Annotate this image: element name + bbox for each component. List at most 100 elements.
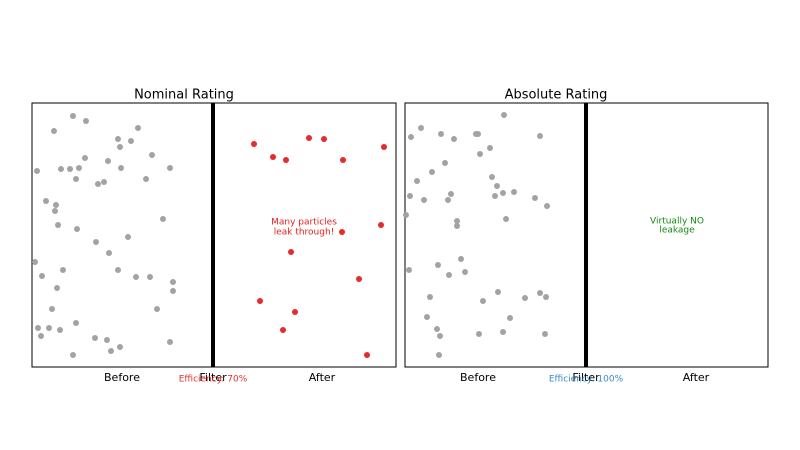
particle xyxy=(170,279,176,285)
particle xyxy=(58,166,64,172)
particle xyxy=(167,339,173,345)
particle xyxy=(446,272,452,278)
particle xyxy=(43,198,49,204)
particle xyxy=(477,151,483,157)
particle xyxy=(442,160,448,166)
particle xyxy=(500,190,506,196)
particle xyxy=(364,352,370,358)
particle xyxy=(435,262,441,268)
particle xyxy=(52,208,58,214)
particle xyxy=(257,298,263,304)
particle xyxy=(451,136,457,142)
particle xyxy=(105,158,111,164)
particle xyxy=(476,331,482,337)
particle xyxy=(408,134,414,140)
particle xyxy=(38,333,44,339)
particle xyxy=(34,168,40,174)
particle xyxy=(462,269,468,275)
particle xyxy=(73,320,79,326)
particle xyxy=(117,344,123,350)
particle xyxy=(125,234,131,240)
annotation: Virtually NO xyxy=(650,217,704,227)
particle xyxy=(283,157,289,163)
particle xyxy=(434,326,440,332)
particle xyxy=(128,138,134,144)
particle xyxy=(492,193,498,199)
particle xyxy=(55,222,61,228)
particle xyxy=(340,157,346,163)
particle xyxy=(160,216,166,222)
particle xyxy=(495,289,501,295)
axis-label: Filter xyxy=(199,371,227,384)
particle xyxy=(51,128,57,134)
particle xyxy=(251,141,257,147)
particle xyxy=(35,325,41,331)
particle xyxy=(503,216,509,222)
particle xyxy=(106,250,112,256)
particle xyxy=(104,337,110,343)
particle xyxy=(280,327,286,333)
particle xyxy=(92,335,98,341)
particle xyxy=(115,136,121,142)
particle xyxy=(544,203,550,209)
panel-title: Absolute Rating xyxy=(505,88,608,103)
particle xyxy=(381,144,387,150)
axis-label: After xyxy=(683,371,710,384)
particle xyxy=(424,314,430,320)
particle xyxy=(154,306,160,312)
particle xyxy=(147,274,153,280)
particle xyxy=(537,290,543,296)
particle xyxy=(542,331,548,337)
particle xyxy=(537,133,543,139)
particle xyxy=(292,309,298,315)
particle xyxy=(288,249,294,255)
particle xyxy=(95,181,101,187)
particle xyxy=(143,176,149,182)
particle xyxy=(480,298,486,304)
particle xyxy=(438,131,444,137)
particle xyxy=(437,333,443,339)
particle xyxy=(321,136,327,142)
particle xyxy=(170,288,176,294)
annotation: leak through! xyxy=(274,228,335,238)
particle xyxy=(543,294,549,300)
particle xyxy=(46,325,52,331)
particle xyxy=(406,267,412,273)
particle xyxy=(133,274,139,280)
panel-title: Nominal Rating xyxy=(134,88,234,103)
particle xyxy=(39,273,45,279)
particle xyxy=(57,327,63,333)
particle xyxy=(445,197,451,203)
particle xyxy=(74,226,80,232)
particle xyxy=(475,131,481,137)
particle xyxy=(108,348,114,354)
axis-label: Filter xyxy=(572,371,600,384)
particle xyxy=(83,118,89,124)
particle xyxy=(60,267,66,273)
annotation: Many particles xyxy=(271,218,337,228)
particle xyxy=(70,352,76,358)
particle xyxy=(67,166,73,172)
particle xyxy=(407,193,413,199)
particle xyxy=(532,195,538,201)
particle xyxy=(403,212,409,218)
particle xyxy=(118,165,124,171)
particle xyxy=(429,169,435,175)
particle xyxy=(149,152,155,158)
particle xyxy=(356,276,362,282)
particle xyxy=(115,267,121,273)
particle xyxy=(458,256,464,262)
particle xyxy=(487,145,493,151)
particle xyxy=(135,125,141,131)
particle xyxy=(507,315,513,321)
particle xyxy=(511,189,517,195)
particle xyxy=(501,112,507,118)
efficiency-label: Efficiency: 100% xyxy=(549,375,624,385)
particle xyxy=(54,285,60,291)
particle xyxy=(454,223,460,229)
particle xyxy=(414,178,420,184)
particle xyxy=(522,295,528,301)
particle xyxy=(93,239,99,245)
particle xyxy=(378,222,384,228)
